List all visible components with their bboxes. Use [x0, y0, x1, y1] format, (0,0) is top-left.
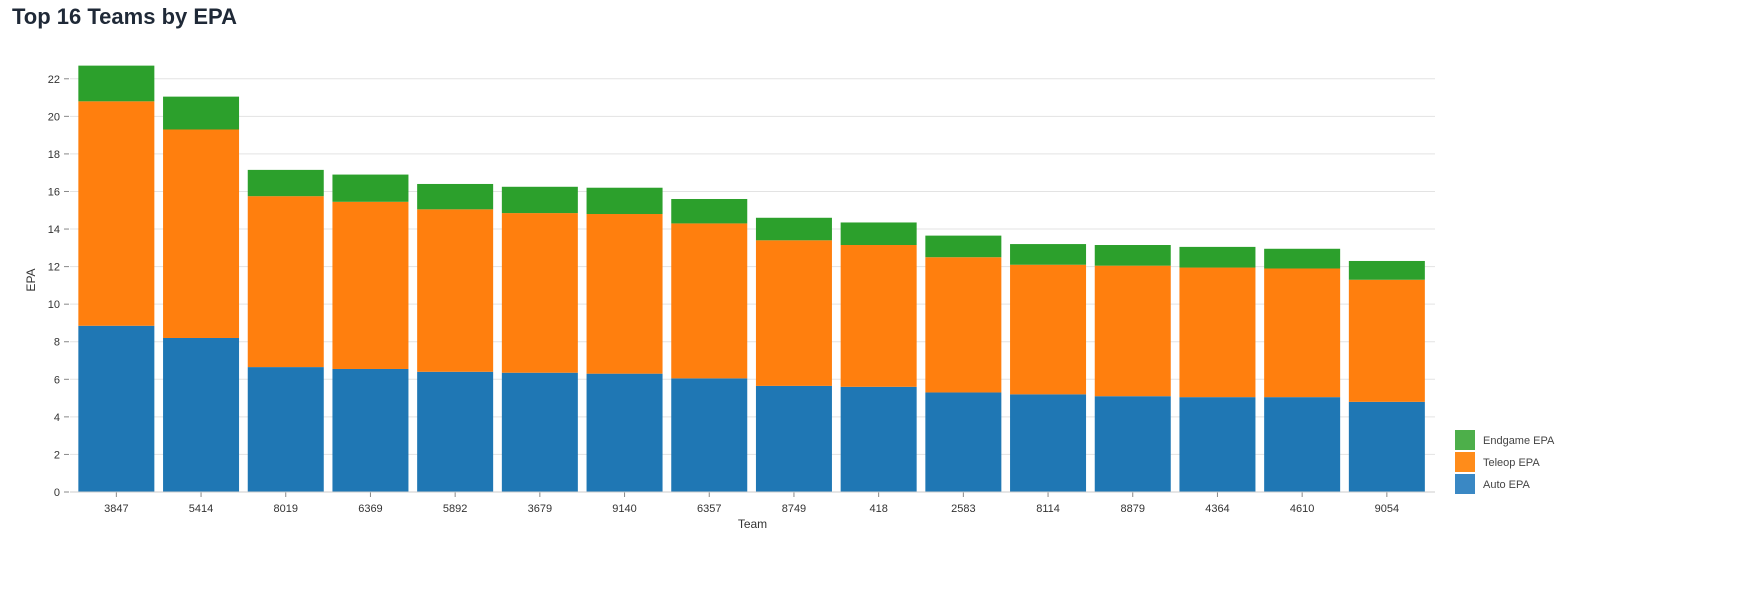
bar-endgame-epa [247, 169, 324, 197]
legend-swatch-auto-epa [1455, 474, 1475, 494]
x-tick-label: 3679 [528, 503, 552, 515]
bar-endgame-epa [417, 183, 494, 210]
x-tick-label: 5892 [443, 503, 467, 515]
x-tick-label: 9140 [612, 503, 636, 515]
x-tick-label: 3847 [104, 503, 128, 515]
bar-endgame-epa [163, 96, 240, 130]
y-tick-label: 10 [48, 299, 60, 311]
bar-auto-epa [586, 373, 663, 492]
page-title: Top 16 Teams by EPA [12, 4, 237, 29]
bar-auto-epa [247, 367, 324, 492]
y-tick-label: 16 [48, 186, 60, 198]
y-tick-label: 12 [48, 262, 60, 274]
bar-auto-epa [1010, 394, 1087, 492]
x-tick-label: 2583 [951, 503, 975, 515]
bar-teleop-epa [840, 245, 917, 387]
bar-endgame-epa [925, 235, 1002, 258]
legend-label-teleop-epa: Teleop EPA [1483, 457, 1540, 469]
bar-auto-epa [163, 337, 240, 492]
bar-endgame-epa [755, 217, 832, 241]
bar-auto-epa [1094, 396, 1171, 492]
y-tick-label: 20 [48, 111, 60, 123]
bar-endgame-epa [501, 186, 578, 214]
x-tick-label: 4610 [1290, 503, 1314, 515]
bar-teleop-epa [163, 129, 240, 338]
bar-teleop-epa [925, 257, 1002, 393]
x-tick-label: 6357 [697, 503, 721, 515]
bar-teleop-epa [1179, 267, 1256, 398]
bar-teleop-epa [1264, 268, 1341, 398]
bar-auto-epa [332, 368, 409, 492]
bar-teleop-epa [1094, 265, 1171, 397]
legend-swatch-endgame-epa [1455, 430, 1475, 450]
y-tick-label: 14 [48, 224, 60, 236]
bar-endgame-epa [671, 198, 748, 224]
bar-endgame-epa [586, 187, 663, 215]
x-tick-label: 6369 [358, 503, 382, 515]
bar-teleop-epa [417, 209, 494, 372]
bar-auto-epa [501, 372, 578, 492]
bar-teleop-epa [1348, 279, 1425, 402]
x-tick-label: 418 [869, 503, 887, 515]
bar-teleop-epa [671, 223, 748, 379]
bar-endgame-epa [78, 65, 155, 102]
bar-auto-epa [671, 378, 748, 492]
bar-endgame-epa [1264, 248, 1341, 269]
legend-swatch-teleop-epa [1455, 452, 1475, 472]
bar-auto-epa [925, 392, 1002, 492]
x-tick-label: 8749 [782, 503, 806, 515]
bar-teleop-epa [501, 213, 578, 373]
x-tick-label: 8114 [1036, 503, 1060, 515]
x-tick-label: 4364 [1205, 503, 1229, 515]
axes: 0 2 4 6 8 10 12 14 16 18 20 22 3847 5414 8019 6369 5892 3… [24, 74, 1435, 531]
bar-auto-epa [417, 371, 494, 492]
bar-endgame-epa [332, 174, 409, 202]
y-tick-label: 6 [54, 374, 60, 386]
bar-auto-epa [1348, 401, 1425, 492]
y-tick-label: 0 [54, 487, 60, 499]
bar-auto-epa [1179, 397, 1256, 492]
bar-auto-epa [78, 325, 155, 492]
bar-auto-epa [755, 385, 832, 492]
bar-endgame-epa [1179, 246, 1256, 268]
x-axis-title: Team [738, 517, 767, 531]
x-tick-label: 9054 [1375, 503, 1399, 515]
y-tick-label: 2 [54, 449, 60, 461]
y-axis-title: EPA [24, 268, 38, 291]
bar-teleop-epa [332, 201, 409, 369]
legend: Endgame EPA Teleop EPA Auto EPA [1455, 430, 1555, 494]
y-tick-label: 4 [54, 412, 60, 424]
bar-teleop-epa [1010, 264, 1087, 395]
bar-teleop-epa [755, 240, 832, 386]
bar-teleop-epa [586, 214, 663, 374]
bar-teleop-epa [78, 101, 155, 326]
bar-teleop-epa [247, 196, 324, 368]
bar-endgame-epa [1010, 244, 1087, 265]
bar-endgame-epa [1094, 245, 1171, 266]
bars [78, 65, 1425, 492]
y-tick-label: 22 [48, 74, 60, 86]
x-tick-label: 8019 [274, 503, 298, 515]
y-tick-label: 18 [48, 149, 60, 161]
bar-endgame-epa [1348, 260, 1425, 280]
y-tick-label: 8 [54, 337, 60, 349]
legend-label-endgame-epa: Endgame EPA [1483, 435, 1555, 447]
bar-endgame-epa [840, 222, 917, 246]
bar-auto-epa [1264, 397, 1341, 492]
bar-auto-epa [840, 386, 917, 492]
x-tick-label: 5414 [189, 503, 213, 515]
legend-label-auto-epa: Auto EPA [1483, 479, 1531, 491]
x-tick-label: 8879 [1121, 503, 1145, 515]
